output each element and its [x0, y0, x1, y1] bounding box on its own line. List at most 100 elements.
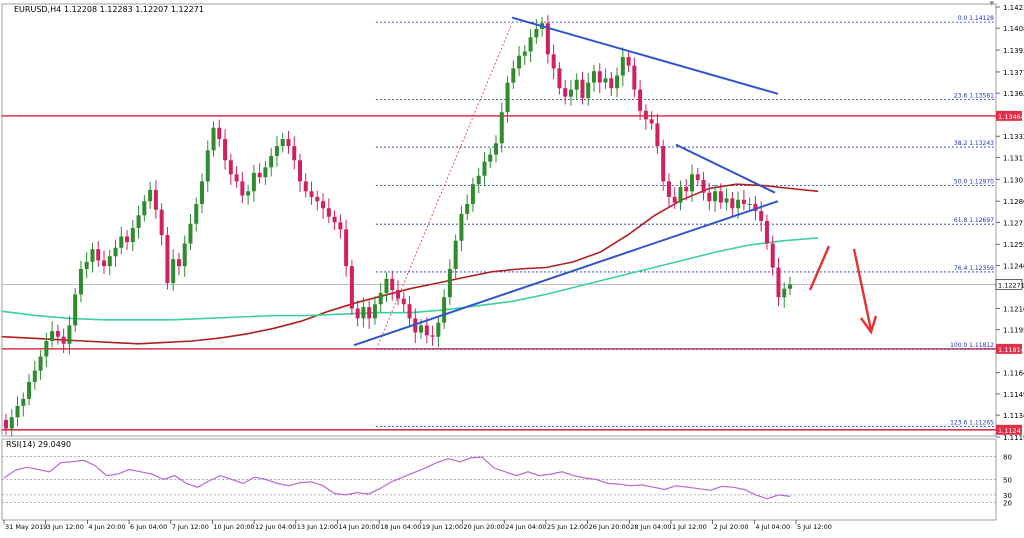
candle-body[interactable]: [61, 336, 66, 344]
candle-body[interactable]: [361, 307, 366, 319]
candle-body[interactable]: [747, 203, 752, 205]
candle-body[interactable]: [367, 307, 372, 319]
candle-body[interactable]: [78, 268, 83, 295]
candle-body[interactable]: [315, 196, 320, 202]
candle-body[interactable]: [592, 71, 596, 83]
candle-body[interactable]: [753, 203, 758, 212]
candle-body[interactable]: [90, 249, 95, 262]
candle-body[interactable]: [430, 335, 435, 337]
candle-body[interactable]: [96, 249, 101, 261]
candle-body[interactable]: [263, 167, 268, 178]
candle-body[interactable]: [321, 201, 326, 209]
candle-body[interactable]: [563, 88, 568, 97]
candle-body[interactable]: [21, 398, 26, 406]
candle-body[interactable]: [67, 325, 72, 344]
candle-body[interactable]: [707, 192, 712, 202]
candle-body[interactable]: [159, 209, 164, 236]
candle-body[interactable]: [251, 172, 256, 192]
candle-body[interactable]: [442, 297, 447, 323]
candle-body[interactable]: [298, 160, 302, 182]
candle-body[interactable]: [257, 172, 262, 178]
candle-body[interactable]: [649, 119, 654, 124]
candle-body[interactable]: [586, 82, 591, 99]
candle-body[interactable]: [684, 187, 689, 192]
candle-body[interactable]: [759, 211, 764, 221]
candle-body[interactable]: [764, 220, 769, 244]
candle-body[interactable]: [205, 150, 210, 182]
candle-body[interactable]: [194, 203, 199, 224]
candle-body[interactable]: [228, 160, 233, 175]
candle-body[interactable]: [776, 267, 781, 298]
candle-body[interactable]: [661, 146, 666, 182]
candle-body[interactable]: [326, 208, 331, 217]
candle-body[interactable]: [165, 235, 170, 284]
candle-body[interactable]: [695, 174, 700, 180]
candle-body[interactable]: [102, 260, 106, 267]
candle-body[interactable]: [246, 191, 251, 196]
candle-body[interactable]: [401, 298, 406, 305]
candle-body[interactable]: [419, 325, 424, 333]
candle-body[interactable]: [113, 247, 118, 257]
candle-body[interactable]: [240, 181, 245, 196]
candle-body[interactable]: [424, 325, 429, 336]
candle-body[interactable]: [788, 284, 792, 289]
candle-body[interactable]: [269, 155, 274, 168]
candle-body[interactable]: [741, 199, 746, 204]
candle-body[interactable]: [465, 203, 470, 214]
candle-body[interactable]: [580, 79, 585, 99]
candle-body[interactable]: [142, 201, 147, 216]
candle-body[interactable]: [643, 110, 648, 120]
candle-body[interactable]: [130, 228, 135, 243]
candle-body[interactable]: [176, 259, 181, 267]
candle-body[interactable]: [718, 191, 723, 203]
candle-body[interactable]: [50, 331, 55, 341]
trend-line[interactable]: [353, 200, 779, 347]
candle-body[interactable]: [770, 243, 775, 268]
candle-body[interactable]: [494, 143, 498, 155]
candle-body[interactable]: [730, 198, 735, 209]
candle-body[interactable]: [672, 196, 677, 203]
candle-body[interactable]: [349, 266, 354, 309]
candle-body[interactable]: [736, 199, 741, 209]
candle-body[interactable]: [499, 112, 504, 144]
candle-body[interactable]: [488, 154, 493, 162]
candle-body[interactable]: [522, 51, 527, 56]
candle-body[interactable]: [182, 243, 187, 267]
candle-body[interactable]: [782, 288, 787, 298]
candle-body[interactable]: [436, 322, 441, 337]
trend-line[interactable]: [511, 16, 779, 95]
candle-body[interactable]: [9, 417, 14, 429]
candle-body[interactable]: [292, 146, 297, 161]
candle-body[interactable]: [666, 181, 671, 197]
candle-body[interactable]: [713, 191, 718, 202]
candle-body[interactable]: [38, 356, 43, 371]
candle-body[interactable]: [4, 420, 8, 429]
rsi-line[interactable]: [3, 456, 791, 500]
candle-body[interactable]: [678, 187, 683, 203]
candle-body[interactable]: [655, 123, 660, 147]
candle-body[interactable]: [505, 82, 510, 113]
candle-body[interactable]: [136, 215, 141, 229]
candle-body[interactable]: [626, 57, 631, 66]
candle-body[interactable]: [274, 146, 279, 156]
candle-body[interactable]: [32, 370, 37, 382]
candle-body[interactable]: [303, 181, 308, 192]
candle-body[interactable]: [447, 268, 452, 298]
candle-body[interactable]: [690, 174, 694, 192]
panel-menu-icon[interactable]: ▾: [989, 0, 994, 9]
candle-body[interactable]: [476, 175, 481, 185]
candle-body[interactable]: [280, 139, 285, 147]
candle-body[interactable]: [107, 256, 112, 267]
candle-body[interactable]: [309, 191, 314, 197]
candle-body[interactable]: [148, 189, 153, 202]
candle-body[interactable]: [119, 236, 124, 248]
candle-body[interactable]: [153, 189, 158, 210]
candle-body[interactable]: [470, 184, 475, 204]
candle-body[interactable]: [372, 304, 377, 319]
candle-body[interactable]: [44, 340, 49, 357]
candle-body[interactable]: [15, 405, 20, 418]
candle-body[interactable]: [384, 278, 389, 293]
candle-body[interactable]: [171, 259, 176, 284]
candle-body[interactable]: [84, 261, 89, 269]
